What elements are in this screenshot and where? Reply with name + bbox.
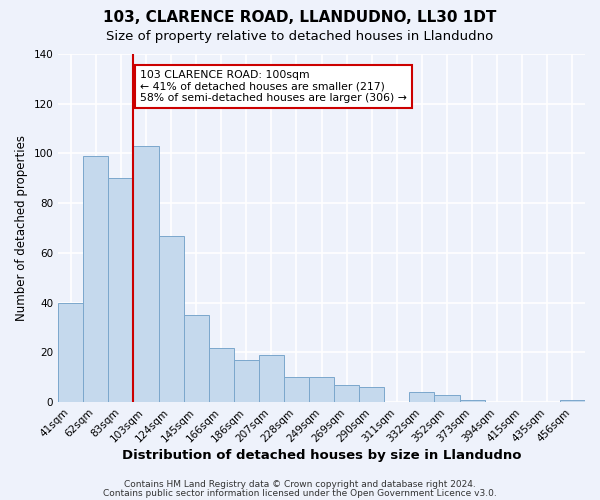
Bar [209,348,234,402]
Bar [309,378,334,402]
Bar [434,395,460,402]
Bar [184,315,209,402]
Bar [334,385,359,402]
Text: Contains HM Land Registry data © Crown copyright and database right 2024.: Contains HM Land Registry data © Crown c… [124,480,476,489]
Bar [109,178,133,402]
X-axis label: Distribution of detached houses by size in Llandudno: Distribution of detached houses by size … [122,450,521,462]
Bar [83,156,109,402]
Bar [409,392,434,402]
Bar [259,355,284,402]
Bar [234,360,259,402]
Bar [158,236,184,402]
Bar [460,400,485,402]
Bar [133,146,158,402]
Text: Contains public sector information licensed under the Open Government Licence v3: Contains public sector information licen… [103,488,497,498]
Text: 103, CLARENCE ROAD, LLANDUDNO, LL30 1DT: 103, CLARENCE ROAD, LLANDUDNO, LL30 1DT [103,10,497,25]
Bar [284,378,309,402]
Text: 103 CLARENCE ROAD: 100sqm
← 41% of detached houses are smaller (217)
58% of semi: 103 CLARENCE ROAD: 100sqm ← 41% of detac… [140,70,407,103]
Text: Size of property relative to detached houses in Llandudno: Size of property relative to detached ho… [106,30,494,43]
Bar [359,388,385,402]
Y-axis label: Number of detached properties: Number of detached properties [15,135,28,321]
Bar [560,400,585,402]
Bar [58,302,83,402]
